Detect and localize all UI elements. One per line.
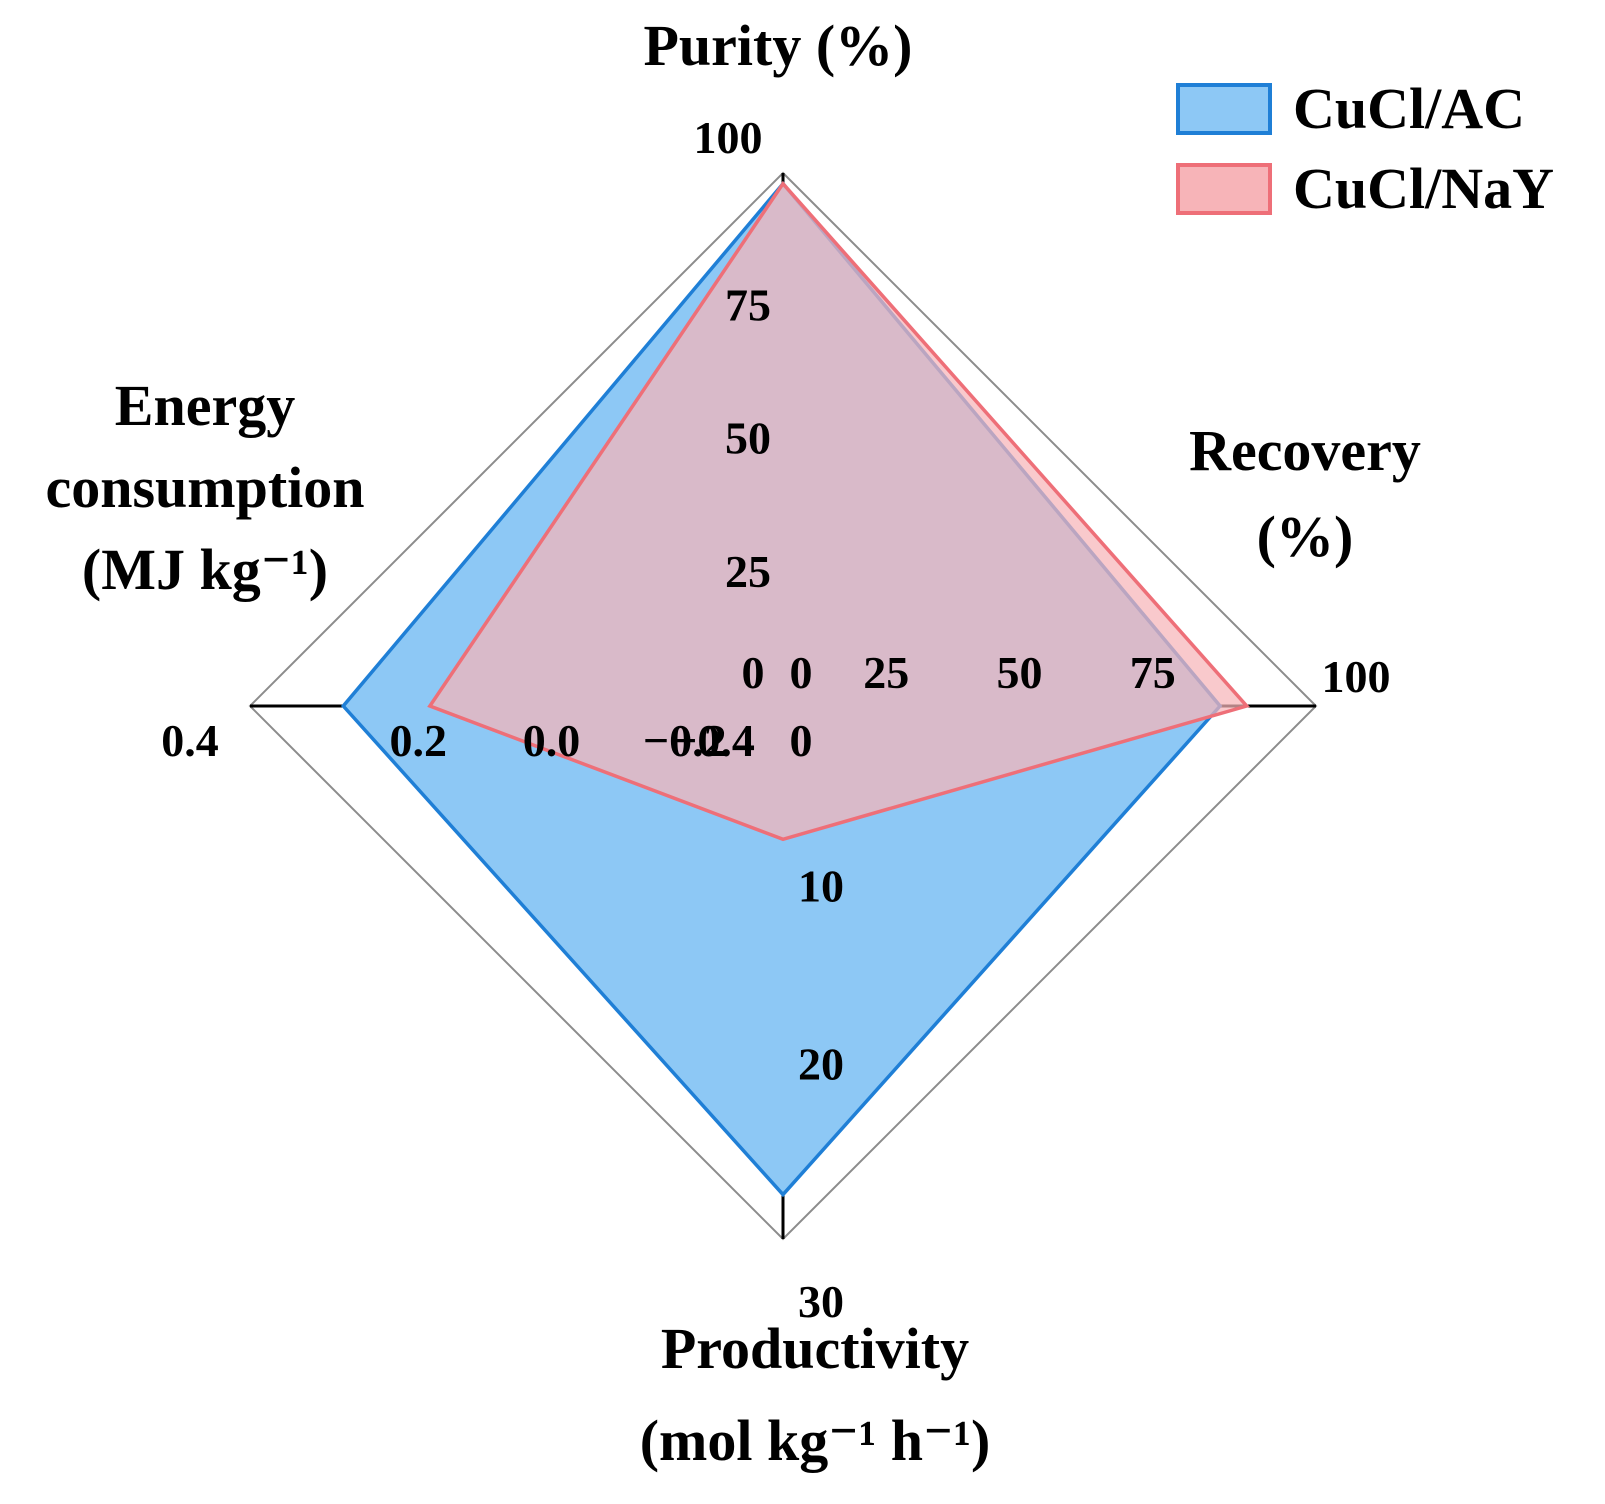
tick-label-productivity-1: 10 [798, 861, 844, 912]
tick-label-energy-2: 0.0 [523, 715, 581, 766]
legend-swatch-cucl-ac [1176, 83, 1272, 135]
tick-label-energy-3: 0.2 [390, 715, 448, 766]
zero-label-productivity: 0 [790, 715, 813, 766]
axis-title-productivity-line-1: Productivity [661, 1316, 969, 1381]
end-label-purity: 100 [694, 112, 763, 163]
tick-label-productivity-2: 20 [798, 1038, 844, 1089]
axis-title-recovery-line-1: Recovery [1189, 418, 1421, 483]
axis-title-recovery-line-2: (%) [1257, 504, 1354, 569]
end-label-productivity: 30 [798, 1276, 844, 1327]
tick-label-purity-3: 75 [725, 279, 771, 330]
legend-label-cucl-ac: CuCl/AC [1293, 76, 1525, 141]
axis-title-purity-line-1: Purity (%) [644, 13, 913, 78]
series-area-cucl-nay [427, 180, 1250, 842]
zero-label-recovery: 0 [790, 647, 813, 698]
tick-label-purity-2: 50 [725, 413, 771, 464]
tick-label-recovery-3: 75 [1130, 647, 1176, 698]
axis-title-energy-line-2: consumption [45, 455, 364, 520]
axis-title-energy-line-3: (MJ kg⁻¹) [82, 537, 328, 602]
tick-label-purity-1: 25 [725, 546, 771, 597]
zero-label-energy: −0.4 [671, 715, 755, 766]
zero-label-purity: 0 [742, 647, 765, 698]
tick-label-energy-1: −0.2 [643, 715, 727, 766]
end-label-recovery: 100 [1322, 651, 1391, 702]
axis-title-energy-line-1: Energy [115, 373, 295, 438]
end-label-energy: 0.4 [161, 715, 219, 766]
axis-title-productivity-line-2: (mol kg⁻¹ h⁻¹) [640, 1408, 991, 1473]
tick-label-recovery-1: 25 [863, 647, 909, 698]
legend-swatch-cucl-nay [1176, 163, 1272, 215]
tick-label-recovery-2: 50 [997, 647, 1043, 698]
legend-label-cucl-nay: CuCl/NaY [1293, 156, 1554, 221]
